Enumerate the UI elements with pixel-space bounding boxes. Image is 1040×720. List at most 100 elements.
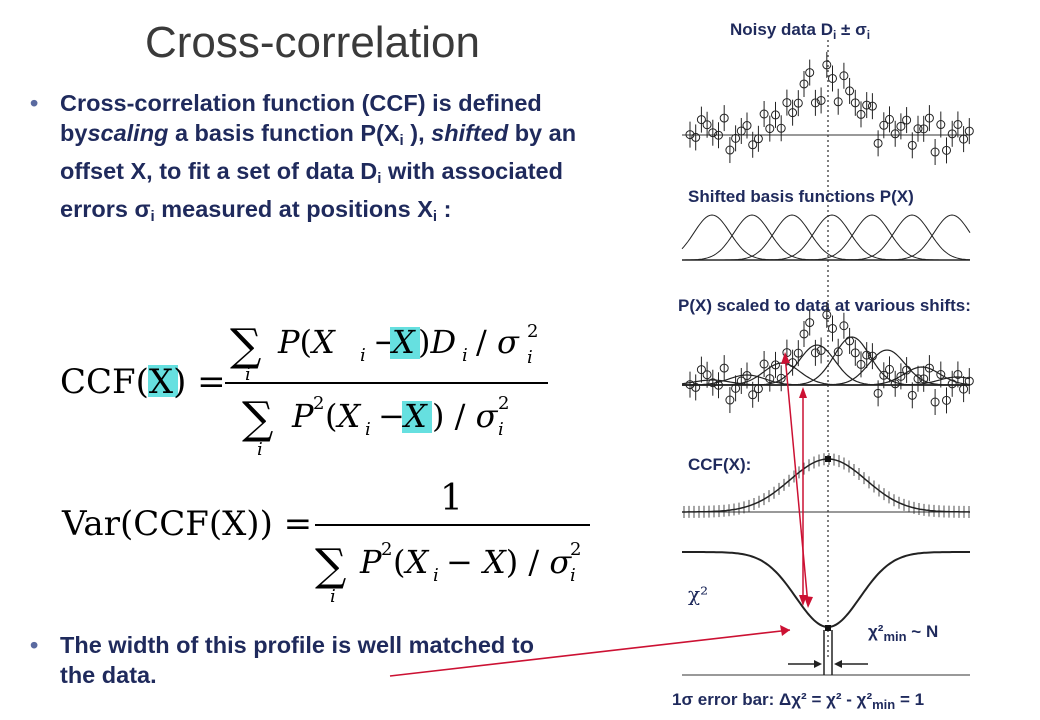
data-point	[793, 98, 803, 108]
red-arrow	[784, 354, 809, 606]
denominator: P	[291, 397, 314, 435]
index-i: i	[245, 364, 251, 385]
sum-symbol: ∑	[315, 540, 346, 591]
bullet-ccf-definition: • Cross-correlation function (CCF) is de…	[30, 88, 590, 232]
var-denominator-rest: − X) / σ	[446, 543, 572, 581]
data-point	[964, 126, 974, 136]
bullet-text: ),	[403, 120, 432, 146]
data-point	[691, 382, 701, 392]
red-arrowhead	[799, 595, 807, 606]
highlight-box	[402, 401, 432, 433]
data-point	[907, 390, 917, 400]
data-point	[930, 147, 940, 157]
data-point	[799, 79, 809, 89]
data-point	[731, 133, 741, 143]
errbar-arrowhead	[834, 660, 842, 668]
data-point	[879, 120, 889, 130]
data-point	[913, 374, 923, 384]
data-point	[953, 369, 963, 379]
data-point	[702, 120, 712, 130]
data-point	[936, 120, 946, 130]
var-denominator-sub-i: i	[433, 565, 439, 586]
var-denominator-sigma-sub: i	[570, 565, 576, 586]
bullet-text: a basis function P(X	[168, 120, 400, 146]
denominator-sub-i: i	[365, 419, 371, 440]
data-point	[959, 134, 969, 144]
right-figure	[681, 40, 974, 676]
data-point	[907, 140, 917, 150]
data-point	[862, 100, 872, 110]
data-point	[714, 130, 723, 140]
data-point	[913, 124, 923, 134]
data-point	[873, 138, 883, 148]
chi2-label: χ²	[688, 582, 709, 606]
data-point	[753, 134, 763, 144]
data-point	[924, 113, 934, 123]
var-denominator-sup: 2	[381, 539, 392, 560]
data-point	[748, 390, 758, 400]
data-point	[691, 132, 701, 142]
data-point	[873, 388, 883, 398]
data-point	[879, 370, 889, 380]
data-point	[885, 114, 894, 124]
subscript: i	[377, 170, 382, 187]
denominator-sigma-sub: i	[498, 419, 504, 440]
denominator-sup: 2	[313, 393, 324, 414]
data-point	[765, 124, 775, 134]
numerator-x: X	[389, 323, 416, 361]
basis-curve	[682, 214, 971, 261]
data-point	[771, 360, 780, 370]
scaled-label: P(X) scaled to data at various shifts:	[678, 296, 971, 315]
data-point	[942, 145, 951, 155]
data-point	[828, 73, 837, 83]
data-point	[776, 123, 786, 133]
data-point	[810, 348, 820, 358]
data-point	[805, 68, 815, 78]
data-point	[748, 140, 758, 150]
data-point	[742, 121, 752, 131]
red-arrowhead	[804, 596, 813, 608]
denominator-minus: −	[378, 397, 405, 435]
subscript: i	[399, 132, 404, 149]
chi2-min-marker	[825, 625, 831, 631]
numerator-rest: )D	[418, 323, 456, 361]
data-point	[725, 395, 735, 405]
data-point	[719, 113, 729, 123]
numerator-sub-i: i	[360, 345, 366, 366]
bullet-text: Cross-correlation function (CCF) is defi…	[60, 90, 542, 146]
errbar-arrowhead	[814, 660, 822, 668]
data-point	[822, 310, 832, 320]
subscript: i	[432, 208, 438, 225]
bullet-text: by an offset X, to fit a set of data D	[60, 120, 577, 184]
numerator-div: / σ	[476, 323, 520, 361]
numerator-sup: 2	[527, 321, 538, 342]
data-point	[856, 359, 866, 369]
var-denominator: P	[359, 543, 382, 581]
equations-figure: CCF(X) = ∑ i P(X i − X )D i / σ 2 i ∑ i …	[60, 320, 590, 607]
chi2-min-label: χ²min ~ N	[868, 622, 939, 644]
data-point	[828, 323, 837, 333]
data-point	[896, 371, 906, 381]
data-point	[947, 129, 957, 139]
bullet-text: :	[437, 196, 452, 222]
data-point	[924, 363, 934, 373]
data-point	[953, 119, 963, 129]
ccf-lhs: CCF(X) =	[60, 362, 226, 402]
scaled-basis-curve	[682, 376, 971, 386]
bullet-italic-shifted: shifted	[431, 120, 509, 146]
ccf-peak-marker	[825, 456, 831, 462]
index-i: i	[330, 586, 336, 607]
sum-symbol: ∑	[242, 393, 273, 444]
bullet-italic-scaling: scaling	[87, 120, 169, 146]
data-point	[930, 397, 940, 407]
data-point	[708, 128, 718, 138]
var-one: 1	[440, 478, 463, 519]
data-point	[810, 98, 820, 108]
denominator-2: (X	[325, 397, 361, 435]
data-point	[947, 379, 957, 389]
data-point	[885, 364, 894, 374]
data-point	[759, 109, 769, 119]
bullet-dot: •	[30, 90, 39, 116]
highlight-box	[148, 365, 178, 397]
